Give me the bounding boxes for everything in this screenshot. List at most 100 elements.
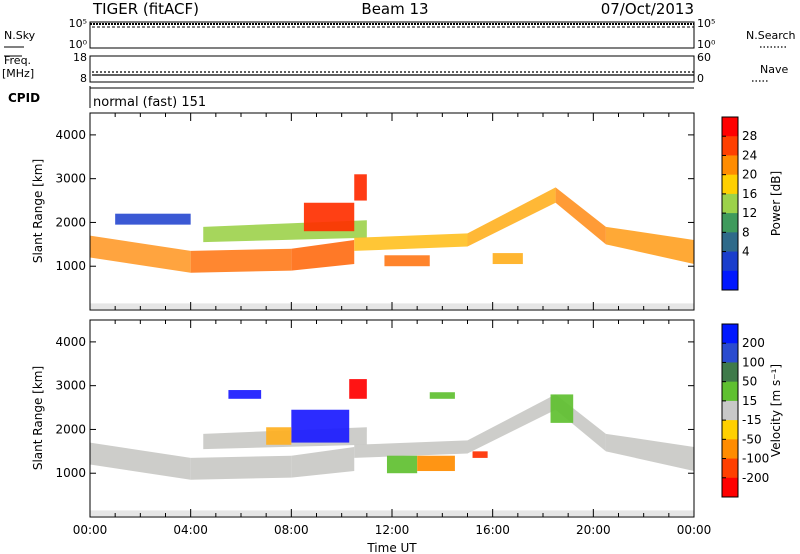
velocity-xtick-label: 04:00 <box>173 523 208 537</box>
power-scatter-patch <box>354 174 367 201</box>
velocity-colorbar-label: -100 <box>742 452 769 466</box>
velocity-scatter-patch <box>417 455 455 472</box>
velocity-ytick-label: 4000 <box>55 335 86 349</box>
nsky-panel <box>89 21 695 49</box>
power-colorbar-label: 28 <box>742 129 757 143</box>
power-colorbar-swatch <box>722 270 738 291</box>
power-panel: 1000 2000 3000 4000 Slant Range [km] <box>31 112 695 311</box>
velocity-scatter-band <box>90 442 191 480</box>
velocity-colorbar-title: Velocity [m s⁻¹] <box>769 364 783 457</box>
velocity-colorbar-swatch <box>722 420 738 440</box>
nsky-label: N.Sky <box>4 29 36 42</box>
power-colorbar-label: 4 <box>742 245 750 259</box>
power-ytick-label: 1000 <box>55 259 86 273</box>
velocity-colorbar-swatch <box>722 400 738 421</box>
power-colorbar-swatch <box>722 136 738 156</box>
velocity-xtick-label: 08:00 <box>274 523 309 537</box>
velocity-colorbar-label: 15 <box>742 394 757 408</box>
freq-label-2: [MHz] <box>2 67 34 80</box>
velocity-scatter-band <box>291 446 355 478</box>
date-label: 07/Oct/2013 <box>601 0 694 18</box>
power-scatter-patch <box>492 253 523 265</box>
velocity-colorbar-label: -200 <box>742 471 769 485</box>
power-ytick-label: 4000 <box>55 128 86 142</box>
nave-tick-bottom: 0 <box>697 72 704 85</box>
velocity-colorbar-swatch <box>722 439 738 460</box>
power-scatter-band <box>291 239 355 271</box>
power-colorbar-swatch <box>722 117 738 137</box>
power-colorbar-swatch <box>722 155 738 176</box>
power-scatter-band <box>190 248 292 273</box>
nsky-tick-bottom: 10⁰ <box>69 38 88 51</box>
velocity-ylabel: Slant Range [km] <box>31 366 45 470</box>
velocity-xtick-label: 20:00 <box>576 523 611 537</box>
power-scatter-patch <box>303 202 355 232</box>
velocity-colorbar-swatch <box>722 477 738 498</box>
power-plot-bg <box>90 113 694 310</box>
freq-label-1: Freq. <box>4 54 31 67</box>
velocity-ytick-label: 2000 <box>55 422 86 436</box>
velocity-plot-bg <box>90 320 694 517</box>
velocity-xtick-label: 00:00 <box>73 523 108 537</box>
velocity-scatter-patch <box>266 427 292 445</box>
power-colorbar-swatch <box>722 213 738 233</box>
velocity-colorbar-swatch <box>722 362 738 383</box>
power-colorbar-label: 20 <box>742 168 757 182</box>
velocity-colorbar-swatch <box>722 343 738 363</box>
power-colorbar-title: Power [dB] <box>769 171 783 236</box>
velocity-colorbar-swatch <box>722 381 738 402</box>
velocity-xtick-label: 12:00 <box>375 523 410 537</box>
power-scatter-band <box>90 235 191 273</box>
velocity-xtick-label: 00:00 <box>677 523 712 537</box>
freq-tick-top: 18 <box>73 51 87 64</box>
radar-name: TIGER (fitACF) <box>92 0 199 18</box>
nsearch-tick-top: 10⁵ <box>697 17 715 30</box>
beam-label: Beam 13 <box>361 0 428 18</box>
nsearch-tick-bottom: 10⁰ <box>697 38 716 51</box>
nave-label: Nave <box>760 63 788 76</box>
velocity-colorbar-label: 100 <box>742 355 765 369</box>
power-colorbar-label: 16 <box>742 187 757 201</box>
velocity-colorbar-label: -15 <box>742 413 762 427</box>
velocity-scatter-patch <box>349 379 367 399</box>
velocity-panel: 1000 2000 3000 4000 00:00 04:00 08:00 12:00 16:… <box>31 319 712 554</box>
power-colorbar-swatch <box>722 174 738 195</box>
power-ytick-label: 2000 <box>55 215 86 229</box>
cpid-label: CPID <box>8 91 40 105</box>
freq-tick-bottom: 8 <box>80 72 87 85</box>
velocity-scatter-band <box>190 455 292 480</box>
velocity-colorbar-label: 50 <box>742 375 757 389</box>
velocity-colorbar-swatch <box>722 458 738 479</box>
velocity-colorbar-frame <box>721 323 739 498</box>
nsearch-label: N.Search <box>746 29 796 42</box>
velocity-ytick-label: 1000 <box>55 466 86 480</box>
velocity-y-axis: 1000 2000 3000 4000 <box>55 335 694 480</box>
power-colorbar-swatch <box>722 232 738 253</box>
power-colorbar-swatch <box>722 193 738 214</box>
velocity-scatter-patch <box>550 394 574 423</box>
velocity-ytick-label: 3000 <box>55 379 86 393</box>
velocity-scatter-patch <box>291 409 350 443</box>
power-scatter-band <box>354 233 468 251</box>
power-colorbar-swatch <box>722 251 738 272</box>
power-scatter-band <box>555 187 606 245</box>
power-y-axis: 1000 2000 3000 4000 <box>55 128 694 273</box>
power-ytick-label: 3000 <box>55 172 86 186</box>
power-colorbar-frame <box>721 116 739 291</box>
freq-panel <box>89 55 695 83</box>
nave-tick-top: 60 <box>697 51 711 64</box>
power-scatter-patch <box>115 213 191 225</box>
velocity-scatter-patch <box>472 451 488 458</box>
velocity-scatter-patch <box>386 455 418 474</box>
velocity-xtick-label: 16:00 <box>475 523 510 537</box>
power-scatter-band <box>467 187 556 247</box>
velocity-colorbar-label: -50 <box>742 432 762 446</box>
velocity-scatter-patch <box>228 390 262 399</box>
power-colorbar: 28 24 20 16 12 8 4 Power [dB] <box>721 116 783 291</box>
power-scatter-band <box>605 226 694 265</box>
velocity-scatter-band <box>467 394 556 454</box>
velocity-scatter-band <box>354 440 468 458</box>
power-colorbar-label: 24 <box>742 148 757 162</box>
